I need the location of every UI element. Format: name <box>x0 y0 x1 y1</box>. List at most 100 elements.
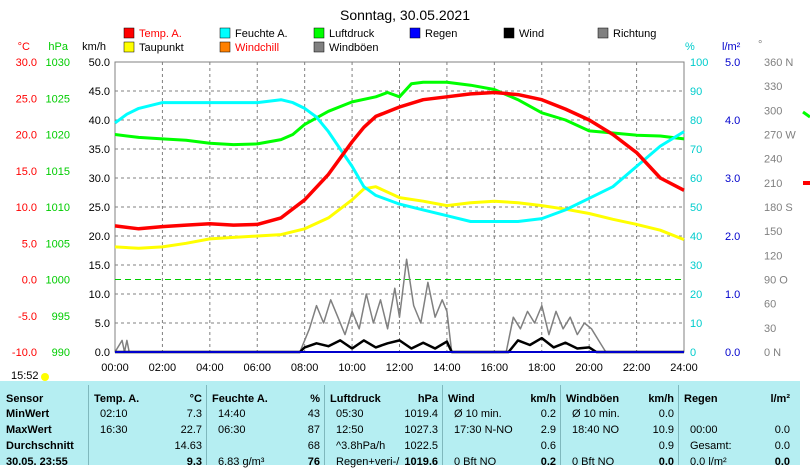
direction-tick-label: 180 S <box>764 202 793 214</box>
stats-value: 0.2 <box>540 456 556 468</box>
rain-tick-label: 3.0 <box>725 173 740 185</box>
separator <box>88 385 89 465</box>
temp-tick-label: -10.0 <box>12 347 37 359</box>
separator <box>442 385 443 465</box>
stats-value: 76 <box>307 456 320 468</box>
stats-time: Regen+veri-/ <box>336 456 400 468</box>
label-minwert: MinWert <box>6 408 50 420</box>
stats-column-rain: Regen l/m² 00:00 0.0 Gesamt: 0.0 0.0 l/m² 0.0 <box>684 381 794 468</box>
stats-value: 43 <box>307 408 320 420</box>
stats-time: 02:10 <box>100 408 128 420</box>
direction-tick-label: 120 <box>764 250 782 262</box>
wind-tick-label: 10.0 <box>89 289 110 301</box>
label-durchschnitt: Durchschnitt <box>6 440 74 452</box>
separator <box>560 385 561 465</box>
legend-label: Temp. A. <box>139 28 182 40</box>
x-tick-label: 02:00 <box>149 362 177 374</box>
stats-value: 1019.6 <box>404 456 438 468</box>
stats-value: 1022.5 <box>404 440 438 452</box>
direction-tick-label: 90 O <box>764 275 788 287</box>
stats-time: 17:30 N-NO <box>454 424 513 436</box>
pressure-tick-label: 1025 <box>46 93 70 105</box>
humidity-tick-label: 80 <box>690 115 702 127</box>
stats-time: 0 Bft NO <box>454 456 497 468</box>
series-line-taupunkt <box>114 185 685 250</box>
stats-header: Regen <box>684 393 718 405</box>
pressure-tick-label: 1020 <box>46 130 70 142</box>
humidity-tick-label: 0 <box>690 347 696 359</box>
separator <box>324 385 325 465</box>
stats-time: Gesamt: <box>690 440 732 452</box>
legend-label: Richtung <box>613 28 656 40</box>
stats-unit: °C <box>189 393 202 405</box>
stats-header: Windböen <box>566 393 620 405</box>
temp-tick-label: 30.0 <box>16 57 37 69</box>
legend-label: Wind <box>519 28 544 40</box>
x-tick-label: 12:00 <box>386 362 414 374</box>
stats-unit: l/m² <box>770 393 790 405</box>
humidity-tick-label: 100 <box>690 57 708 69</box>
humidity-tick-label: 20 <box>690 289 702 301</box>
legend-label: Windböen <box>329 42 379 54</box>
row-labels: Sensor MinWert MaxWert Durchschnitt 30.0… <box>6 381 90 468</box>
x-tick-label: 14:00 <box>433 362 461 374</box>
wind-tick-label: 40.0 <box>89 115 110 127</box>
temp-tick-label: 15.0 <box>16 166 37 178</box>
stats-value: 22.7 <box>180 424 202 436</box>
direction-tick-label: 150 <box>764 226 782 238</box>
stats-value: 2.9 <box>540 424 556 436</box>
stats-value: 0.0 <box>658 456 674 468</box>
stats-time: 14:40 <box>218 408 246 420</box>
weather-chart: Sonntag, 30.05.2021 Temp. A. Feuchte A. Luf… <box>12 7 810 374</box>
rain-tick-label: 4.0 <box>725 115 740 127</box>
legend-label: Luftdruck <box>329 28 375 40</box>
series-line-wind <box>115 336 684 354</box>
rain-axis-label: l/m² <box>722 41 741 53</box>
stats-value: 9.3 <box>186 456 202 468</box>
humidity-axis-label: % <box>685 41 695 53</box>
stats-column-wind: Wind km/h Ø 10 min. 0.2 17:30 N-NO 2.9 0.6 0 Bf… <box>448 381 560 468</box>
stats-time: 0.0 l/m² <box>690 456 727 468</box>
stats-time: 0 Bft NO <box>572 456 615 468</box>
stats-column-gust: Windböen km/h Ø 10 min. 0.0 18:40 NO 10.9 0.9 0… <box>566 381 678 468</box>
rain-tick-label: 0.0 <box>725 347 740 359</box>
legend-label: Regen <box>425 28 457 40</box>
current-time: 15:52 <box>11 370 39 382</box>
stats-time: 16:30 <box>100 424 128 436</box>
stats-value: 68 <box>307 440 320 452</box>
temp-tick-label: 20.0 <box>16 130 37 142</box>
x-tick-label: 10:00 <box>338 362 366 374</box>
stats-time: 12:50 <box>336 424 364 436</box>
direction-tick-label: 240 <box>764 154 782 166</box>
legend-swatch <box>219 41 231 53</box>
wind-tick-label: 35.0 <box>89 144 110 156</box>
humidity-tick-label: 30 <box>690 260 702 272</box>
stats-time: 05:30 <box>336 408 364 420</box>
legend-swatch <box>313 27 325 39</box>
stats-column-hum: Feuchte A.% 14:40 43 06:30 87 68 6.83 g/m³ 76 <box>212 381 324 468</box>
stats-column-press: Luftdruck hPa 05:30 1019.4 12:50 1027.3 ^3.8hP… <box>330 381 442 468</box>
stats-header: Feuchte A. <box>212 393 268 405</box>
x-tick-label: 24:00 <box>670 362 698 374</box>
separator <box>206 385 207 465</box>
temp-axis-label: °C <box>18 41 30 53</box>
stats-value: 0.9 <box>658 440 674 452</box>
temp-tick-label: 0.0 <box>22 275 37 287</box>
legend-label: Taupunkt <box>139 42 184 54</box>
stats-unit: % <box>310 393 320 405</box>
stats-value: 1027.3 <box>404 424 438 436</box>
series-line-feuchte-a <box>114 98 685 223</box>
pressure-tick-label: 1000 <box>46 275 70 287</box>
series-line-windb-en <box>114 258 684 353</box>
label-maxwert: MaxWert <box>6 424 52 436</box>
stats-time: 00:00 <box>690 424 718 436</box>
stats-value: 7.3 <box>186 408 202 420</box>
legend-label: Feuchte A. <box>235 28 288 40</box>
legend-swatch <box>219 27 231 39</box>
pressure-tick-label: 1015 <box>46 166 70 178</box>
rain-tick-label: 5.0 <box>725 57 740 69</box>
wind-tick-label: 45.0 <box>89 86 110 98</box>
statistics-table: Sensor MinWert MaxWert Durchschnitt 30.0… <box>0 381 800 468</box>
stats-value: 0.0 <box>658 408 674 420</box>
direction-tick-label: 300 <box>764 105 782 117</box>
